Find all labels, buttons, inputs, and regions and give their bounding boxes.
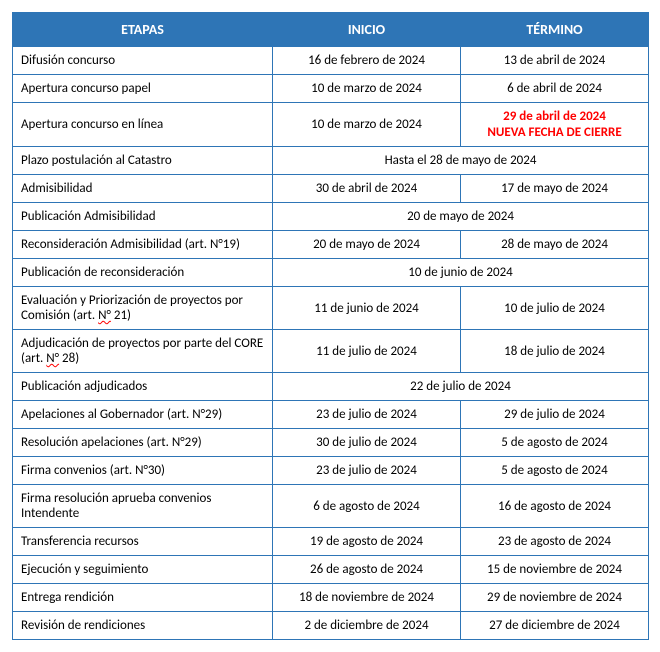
cell-termino: 28 de mayo de 2024 (461, 231, 649, 259)
cell-termino: 16 de agosto de 2024 (461, 485, 649, 528)
cell-inicio: 2 de diciembre de 2024 (273, 612, 461, 640)
cell-termino: 6 de abril de 2024 (461, 75, 649, 103)
table-row: Apertura concurso en línea10 de marzo de… (13, 103, 649, 147)
header-inicio: INICIO (273, 13, 461, 47)
cell-etapa: Transferencia recursos (13, 528, 273, 556)
cell-inicio: 30 de abril de 2024 (273, 175, 461, 203)
cell-termino: 23 de agosto de 2024 (461, 528, 649, 556)
table-row: Apelaciones al Gobernador (art. N°29)23 … (13, 401, 649, 429)
cell-etapa: Ejecución y seguimiento (13, 556, 273, 584)
table-row: Resolución apelaciones (art. N°29)30 de … (13, 429, 649, 457)
table-row: Revisión de rendiciones2 de diciembre de… (13, 612, 649, 640)
cell-merged-date: 20 de mayo de 2024 (273, 203, 649, 231)
table-row: Entrega rendición18 de noviembre de 2024… (13, 584, 649, 612)
table-row: Apertura concurso papel10 de marzo de 20… (13, 75, 649, 103)
table-row: Publicación adjudicados22 de julio de 20… (13, 373, 649, 401)
table-row: Publicación de reconsideración10 de juni… (13, 259, 649, 287)
table-row: Admisibilidad30 de abril de 202417 de ma… (13, 175, 649, 203)
cell-inicio: 10 de marzo de 2024 (273, 75, 461, 103)
cell-termino: 29 de noviembre de 2024 (461, 584, 649, 612)
cell-inicio: 16 de febrero de 2024 (273, 47, 461, 75)
cell-etapa: Admisibilidad (13, 175, 273, 203)
cell-inicio: 23 de julio de 2024 (273, 401, 461, 429)
table-row: Difusión concurso16 de febrero de 202413… (13, 47, 649, 75)
table-header: ETAPAS INICIO TÉRMINO (13, 13, 649, 47)
cell-termino: 18 de julio de 2024 (461, 330, 649, 373)
cell-merged-date: 22 de julio de 2024 (273, 373, 649, 401)
cell-etapa: Apertura concurso en línea (13, 103, 273, 147)
cell-etapa: Apelaciones al Gobernador (art. N°29) (13, 401, 273, 429)
table-row: Plazo postulación al CatastroHasta el 28… (13, 147, 649, 175)
header-termino: TÉRMINO (461, 13, 649, 47)
cell-etapa: Adjudicación de proyectos por parte del … (13, 330, 273, 373)
cell-inicio: 18 de noviembre de 2024 (273, 584, 461, 612)
cell-inicio: 11 de julio de 2024 (273, 330, 461, 373)
cell-termino: 27 de diciembre de 2024 (461, 612, 649, 640)
cell-etapa: Entrega rendición (13, 584, 273, 612)
cell-inicio: 23 de julio de 2024 (273, 457, 461, 485)
cell-termino: 10 de julio de 2024 (461, 287, 649, 330)
header-etapas: ETAPAS (13, 13, 273, 47)
cell-termino: 29 de abril de 2024NUEVA FECHA DE CIERRE (461, 103, 649, 147)
cell-inicio: 20 de mayo de 2024 (273, 231, 461, 259)
cell-termino: 13 de abril de 2024 (461, 47, 649, 75)
cell-termino: 17 de mayo de 2024 (461, 175, 649, 203)
cell-inicio: 6 de agosto de 2024 (273, 485, 461, 528)
cell-etapa: Firma resolución aprueba convenios Inten… (13, 485, 273, 528)
table-row: Ejecución y seguimiento26 de agosto de 2… (13, 556, 649, 584)
cell-inicio: 19 de agosto de 2024 (273, 528, 461, 556)
cell-inicio: 26 de agosto de 2024 (273, 556, 461, 584)
cell-inicio: 10 de marzo de 2024 (273, 103, 461, 147)
cell-merged-date: Hasta el 28 de mayo de 2024 (273, 147, 649, 175)
cell-termino: 15 de noviembre de 2024 (461, 556, 649, 584)
table-row: Firma resolución aprueba convenios Inten… (13, 485, 649, 528)
cell-etapa: Resolución apelaciones (art. N°29) (13, 429, 273, 457)
table-body: Difusión concurso16 de febrero de 202413… (13, 47, 649, 640)
table-row: Firma convenios (art. N°30)23 de julio d… (13, 457, 649, 485)
cell-merged-date: 10 de junio de 2024 (273, 259, 649, 287)
cell-etapa: Firma convenios (art. N°30) (13, 457, 273, 485)
table-row: Adjudicación de proyectos por parte del … (13, 330, 649, 373)
table-row: Evaluación y Priorización de proyectos p… (13, 287, 649, 330)
cell-etapa: Apertura concurso papel (13, 75, 273, 103)
cell-termino: 29 de julio de 2024 (461, 401, 649, 429)
schedule-table: ETAPAS INICIO TÉRMINO Difusión concurso1… (12, 12, 649, 640)
cell-inicio: 30 de julio de 2024 (273, 429, 461, 457)
cell-inicio: 11 de junio de 2024 (273, 287, 461, 330)
cell-etapa: Revisión de rendiciones (13, 612, 273, 640)
table-row: Transferencia recursos19 de agosto de 20… (13, 528, 649, 556)
cell-etapa: Plazo postulación al Catastro (13, 147, 273, 175)
table-row: Publicación Admisibilidad20 de mayo de 2… (13, 203, 649, 231)
cell-termino: 5 de agosto de 2024 (461, 457, 649, 485)
cell-etapa: Publicación adjudicados (13, 373, 273, 401)
table-row: Reconsideración Admisibilidad (art. N°19… (13, 231, 649, 259)
cell-etapa: Reconsideración Admisibilidad (art. N°19… (13, 231, 273, 259)
cell-etapa: Difusión concurso (13, 47, 273, 75)
cell-etapa: Publicación de reconsideración (13, 259, 273, 287)
cell-etapa: Evaluación y Priorización de proyectos p… (13, 287, 273, 330)
cell-termino: 5 de agosto de 2024 (461, 429, 649, 457)
cell-etapa: Publicación Admisibilidad (13, 203, 273, 231)
